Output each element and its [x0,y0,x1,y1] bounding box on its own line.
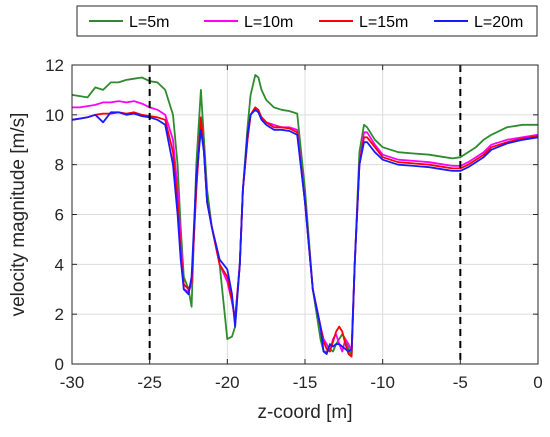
y-tick-label-1: 2 [55,305,64,324]
series-line-1 [72,100,539,353]
x-tick-label-6: 0 [533,373,542,392]
y-tick-label-4: 8 [55,156,64,175]
legend-label-0: L=5m [129,14,169,31]
legend-label-1: L=10m [244,14,293,31]
y-tick-label-0: 0 [55,355,64,374]
legend-label-2: L=15m [359,14,408,31]
legend-label-3: L=20m [474,14,523,31]
series-line-3 [71,108,539,355]
y-tick-label-5: 10 [45,106,64,125]
x-tick-label-5: -5 [453,373,468,392]
y-tick-label-3: 6 [55,206,64,225]
legend: L=5m L=10m L=15m L=20m [76,5,538,37]
x-axis-label: z-coord [m] [257,402,352,423]
axis-ticks: -30 -25 -20 -15 -10 -5 0 0 2 4 6 8 10 12 [45,56,543,392]
series-line-2 [71,106,539,358]
series-line-0 [71,74,538,358]
grid [71,64,539,365]
x-tick-label-1: -25 [137,373,162,392]
plot-area [71,65,539,364]
x-tick-label-4: -10 [370,373,395,392]
y-tick-label-6: 12 [45,56,64,75]
x-tick-label-2: -20 [215,373,240,392]
y-axis-label: velocity magnitude [m/s] [8,113,29,317]
y-tick-label-2: 4 [55,255,64,274]
x-tick-label-3: -15 [293,373,318,392]
x-tick-label-0: -30 [60,373,85,392]
